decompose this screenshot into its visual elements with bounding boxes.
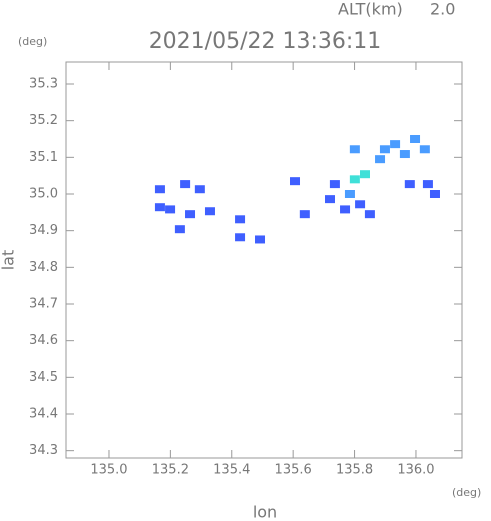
echo-cell bbox=[364, 210, 375, 219]
echo-cell bbox=[344, 190, 355, 198]
y-tick-label: 34.7 bbox=[29, 297, 58, 312]
y-tick-label: 34.3 bbox=[29, 443, 58, 458]
y-tick-label: 34.8 bbox=[29, 260, 58, 275]
y-tick-label: 35.1 bbox=[29, 150, 58, 165]
echo-cell bbox=[379, 145, 390, 154]
y-tick-label: 34.9 bbox=[29, 223, 58, 238]
echo-cell bbox=[355, 200, 366, 209]
y-tick-label: 34.4 bbox=[29, 407, 58, 422]
echo-cell bbox=[329, 180, 340, 189]
echo-cell bbox=[349, 145, 360, 154]
echo-cell bbox=[422, 180, 433, 189]
echo-cell bbox=[154, 203, 165, 212]
echo-cell bbox=[340, 205, 351, 214]
echo-cell bbox=[375, 155, 386, 164]
altitude-label: ALT(km) bbox=[338, 0, 403, 19]
x-axis-label: lon bbox=[253, 503, 277, 521]
y-unit: (deg) bbox=[18, 35, 47, 48]
y-tick-label: 34.5 bbox=[29, 370, 58, 385]
x-tick-label: 135.2 bbox=[152, 463, 189, 478]
echo-cell bbox=[419, 145, 430, 154]
x-tick-label: 135.4 bbox=[213, 463, 250, 478]
echo-cell bbox=[359, 170, 370, 179]
echo-cell bbox=[390, 140, 401, 149]
echo-cell bbox=[349, 175, 360, 184]
echo-cell bbox=[154, 185, 165, 194]
y-axis-label: lat bbox=[0, 250, 18, 271]
echo-cell bbox=[410, 135, 421, 143]
x-tick-label: 136.0 bbox=[397, 463, 434, 478]
echo-cell bbox=[204, 207, 215, 216]
echo-cell bbox=[235, 233, 246, 242]
echo-cell bbox=[404, 180, 415, 189]
x-unit: (deg) bbox=[452, 486, 481, 499]
echo-cell bbox=[174, 225, 185, 234]
echo-cell bbox=[185, 210, 196, 219]
echo-cell bbox=[180, 180, 191, 189]
echo-cell bbox=[255, 235, 266, 244]
echo-cell bbox=[325, 195, 335, 204]
x-tick-label: 135.6 bbox=[275, 463, 312, 478]
x-tick-label: 135.8 bbox=[336, 463, 373, 478]
altitude-value: 2.0 bbox=[430, 0, 455, 19]
echo-cell bbox=[165, 205, 176, 214]
y-tick-label: 35.2 bbox=[29, 113, 58, 128]
y-tick-label: 35.3 bbox=[29, 77, 58, 92]
y-tick-label: 35.0 bbox=[29, 187, 58, 202]
echo-cell bbox=[235, 215, 246, 224]
echo-cell bbox=[429, 190, 440, 198]
echo-cell bbox=[399, 150, 410, 159]
echo-cell bbox=[290, 177, 301, 186]
x-tick-label: 135.0 bbox=[90, 463, 127, 478]
echo-cell bbox=[299, 210, 310, 219]
plot-frame bbox=[65, 61, 463, 459]
y-tick-label: 34.6 bbox=[29, 333, 58, 348]
echo-cell bbox=[194, 185, 205, 194]
chart-title: 2021/05/22 13:36:11 bbox=[149, 29, 382, 54]
